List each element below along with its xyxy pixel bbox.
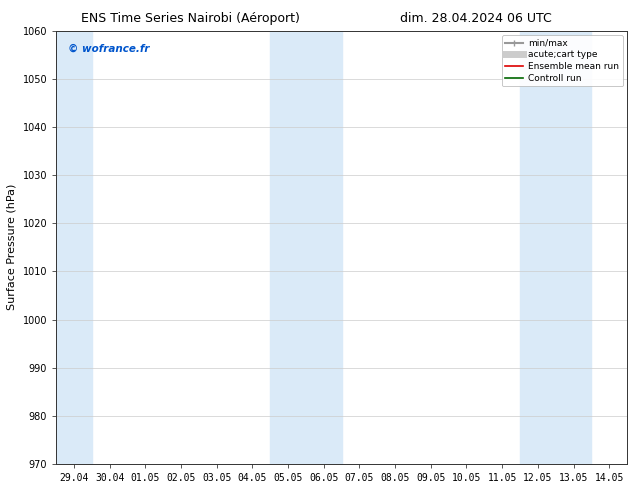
Text: © wofrance.fr: © wofrance.fr — [68, 44, 149, 53]
Legend: min/max, acute;cart type, Ensemble mean run, Controll run: min/max, acute;cart type, Ensemble mean … — [501, 35, 623, 86]
Bar — [520, 30, 592, 464]
Text: ENS Time Series Nairobi (Aéroport): ENS Time Series Nairobi (Aéroport) — [81, 12, 300, 25]
Text: dim. 28.04.2024 06 UTC: dim. 28.04.2024 06 UTC — [399, 12, 552, 25]
Bar — [270, 30, 342, 464]
Y-axis label: Surface Pressure (hPa): Surface Pressure (hPa) — [7, 184, 17, 311]
Bar — [56, 30, 92, 464]
